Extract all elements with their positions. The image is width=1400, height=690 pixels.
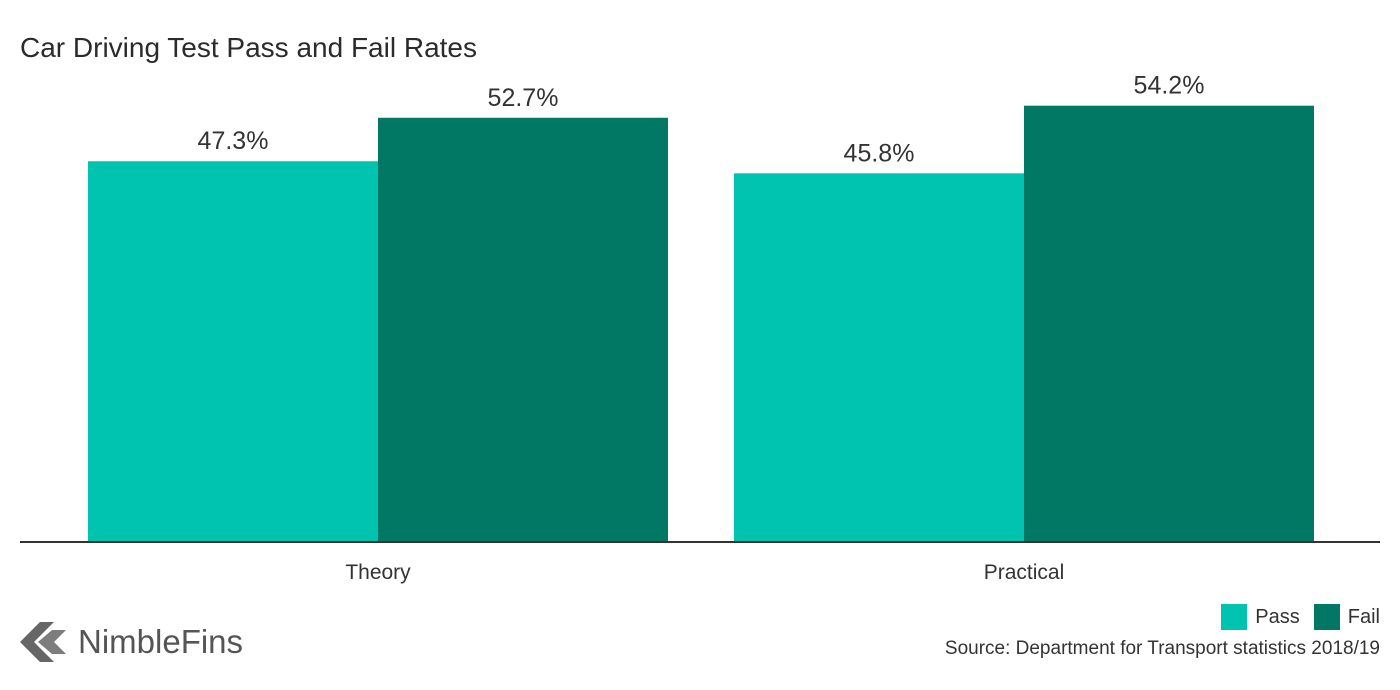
legend: Pass Fail (1207, 604, 1380, 630)
legend-label-pass: Pass (1255, 605, 1300, 628)
brand-name: NimbleFins (78, 623, 244, 660)
bar-practical-pass (734, 173, 1024, 542)
bar-theory-pass (88, 161, 378, 543)
data-label-practical-pass: 45.8% (844, 139, 915, 167)
legend-item-pass: Pass (1221, 604, 1300, 630)
bar-theory-fail (378, 117, 668, 542)
source-note: Source: Department for Transport statist… (944, 638, 1380, 659)
x-tick-label-theory: Theory (345, 561, 411, 584)
data-label-theory-fail: 52.7% (488, 84, 559, 112)
legend-label-fail: Fail (1347, 605, 1380, 628)
legend-swatch-fail (1313, 604, 1340, 630)
data-label-theory-pass: 47.3% (198, 127, 269, 155)
bar-practical-fail (1024, 105, 1314, 542)
legend-swatch-pass (1221, 604, 1248, 630)
x-tick-label-practical: Practical (984, 561, 1065, 584)
nimblefins-logo-icon (20, 622, 66, 662)
data-label-practical-fail: 54.2% (1134, 72, 1205, 100)
bar-chart: 47.3% 52.7% Theory 45.8% 54.2% Practical (20, 72, 1380, 584)
legend-item-fail: Fail (1313, 604, 1380, 630)
brand-logo: NimbleFins (20, 622, 243, 662)
chart-title: Car Driving Test Pass and Fail Rates (20, 32, 477, 63)
